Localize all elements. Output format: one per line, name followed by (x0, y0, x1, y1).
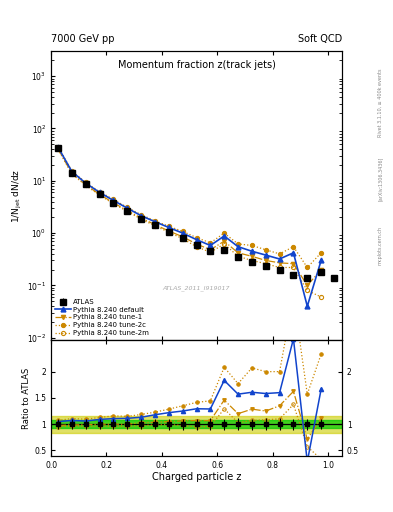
Pythia 8.240 tune-2m (277, 264, 282, 270)
Pythia 8.240 tune-2c (263, 247, 268, 253)
Pythia 8.240 tune-2m (56, 146, 61, 153)
Pythia 8.240 default (97, 189, 102, 196)
Pythia 8.240 tune-2c (97, 188, 102, 195)
Pythia 8.240 default (194, 237, 199, 243)
Text: Soft QCD: Soft QCD (298, 33, 342, 44)
Pythia 8.240 default (70, 168, 74, 175)
Pythia 8.240 tune-2m (291, 264, 296, 270)
Text: Momentum fraction z(track jets): Momentum fraction z(track jets) (118, 60, 275, 70)
Pythia 8.240 default (56, 144, 61, 150)
Pythia 8.240 default (222, 233, 226, 239)
Pythia 8.240 tune-1 (222, 238, 226, 244)
Pythia 8.240 tune-2c (70, 168, 74, 174)
Bar (51, 420, 342, 429)
Pythia 8.240 tune-2c (152, 218, 157, 224)
Pythia 8.240 tune-2m (111, 201, 116, 207)
Pythia 8.240 tune-1 (111, 200, 116, 206)
Pythia 8.240 tune-2m (152, 223, 157, 229)
Pythia 8.240 tune-2c (194, 234, 199, 241)
Pythia 8.240 default (250, 248, 254, 254)
Pythia 8.240 default (167, 224, 171, 230)
Pythia 8.240 tune-1 (319, 267, 323, 273)
Pythia 8.240 default (263, 252, 268, 258)
Pythia 8.240 tune-1 (152, 222, 157, 228)
Text: Rivet 3.1.10, ≥ 400k events: Rivet 3.1.10, ≥ 400k events (378, 68, 383, 137)
Pythia 8.240 default (83, 180, 88, 186)
Pythia 8.240 tune-2c (277, 251, 282, 257)
Pythia 8.240 default (125, 205, 130, 211)
Pythia 8.240 tune-1 (291, 261, 296, 267)
Pythia 8.240 default (208, 242, 213, 248)
Pythia 8.240 tune-2c (208, 240, 213, 246)
Y-axis label: 1/N$_\mathrm{jet}$ dN/dz: 1/N$_\mathrm{jet}$ dN/dz (11, 168, 24, 223)
Pythia 8.240 tune-2m (167, 229, 171, 236)
Pythia 8.240 tune-2m (70, 171, 74, 177)
Pythia 8.240 tune-1 (305, 282, 310, 288)
Y-axis label: Ratio to ATLAS: Ratio to ATLAS (22, 367, 31, 429)
Pythia 8.240 tune-2m (194, 244, 199, 250)
Pythia 8.240 tune-2c (305, 264, 310, 270)
Pythia 8.240 tune-2c (291, 244, 296, 250)
Pythia 8.240 tune-2m (305, 287, 310, 293)
Pythia 8.240 tune-1 (180, 233, 185, 240)
Pythia 8.240 tune-1 (263, 258, 268, 264)
Text: ATLAS_2011_I919017: ATLAS_2011_I919017 (163, 285, 230, 291)
Pythia 8.240 tune-1 (56, 145, 61, 152)
Pythia 8.240 tune-2c (236, 241, 241, 247)
Line: Pythia 8.240 tune-1: Pythia 8.240 tune-1 (56, 146, 323, 288)
Line: Pythia 8.240 default: Pythia 8.240 default (55, 145, 323, 309)
Pythia 8.240 default (291, 250, 296, 256)
Pythia 8.240 default (277, 256, 282, 262)
Pythia 8.240 tune-2m (97, 192, 102, 198)
Pythia 8.240 default (305, 303, 310, 309)
Pythia 8.240 tune-1 (70, 170, 74, 177)
Pythia 8.240 tune-1 (83, 182, 88, 188)
Pythia 8.240 tune-2m (208, 249, 213, 255)
Pythia 8.240 tune-2m (263, 261, 268, 267)
Pythia 8.240 tune-2m (83, 182, 88, 188)
Line: Pythia 8.240 tune-2m: Pythia 8.240 tune-2m (56, 147, 323, 299)
Pythia 8.240 tune-1 (139, 215, 143, 221)
Pythia 8.240 tune-1 (97, 191, 102, 198)
Pythia 8.240 tune-2c (83, 179, 88, 185)
Pythia 8.240 tune-1 (125, 207, 130, 214)
Pythia 8.240 tune-2c (250, 242, 254, 248)
Pythia 8.240 tune-2m (319, 294, 323, 300)
Pythia 8.240 tune-1 (277, 260, 282, 266)
Pythia 8.240 default (236, 244, 241, 250)
Pythia 8.240 default (152, 219, 157, 225)
Pythia 8.240 tune-2m (180, 236, 185, 242)
Pythia 8.240 tune-2c (222, 230, 226, 236)
Pythia 8.240 default (319, 258, 323, 264)
Pythia 8.240 tune-2m (139, 216, 143, 222)
Pythia 8.240 tune-2c (139, 211, 143, 218)
Line: Pythia 8.240 tune-2c: Pythia 8.240 tune-2c (56, 144, 323, 270)
Pythia 8.240 tune-2m (236, 253, 241, 260)
Pythia 8.240 tune-1 (250, 253, 254, 260)
Pythia 8.240 default (180, 230, 185, 236)
Legend: ATLAS, Pythia 8.240 default, Pythia 8.240 tune-1, Pythia 8.240 tune-2c, Pythia 8: ATLAS, Pythia 8.240 default, Pythia 8.24… (53, 297, 151, 338)
Pythia 8.240 tune-2c (125, 204, 130, 210)
Pythia 8.240 tune-2c (167, 223, 171, 229)
Pythia 8.240 tune-1 (236, 250, 241, 256)
Pythia 8.240 tune-2c (56, 143, 61, 150)
Text: 7000 GeV pp: 7000 GeV pp (51, 33, 115, 44)
Pythia 8.240 tune-2c (180, 228, 185, 234)
Pythia 8.240 tune-2c (111, 197, 116, 203)
Text: mcplots.cern.ch: mcplots.cern.ch (378, 226, 383, 265)
X-axis label: Charged particle z: Charged particle z (152, 472, 241, 482)
Text: [arXiv:1306.3436]: [arXiv:1306.3436] (378, 157, 383, 201)
Pythia 8.240 tune-2c (319, 250, 323, 256)
Pythia 8.240 default (139, 212, 143, 219)
Pythia 8.240 tune-2m (125, 208, 130, 215)
Bar (51, 416, 342, 433)
Pythia 8.240 tune-2m (222, 241, 226, 247)
Pythia 8.240 default (111, 198, 116, 204)
Pythia 8.240 tune-1 (194, 241, 199, 247)
Pythia 8.240 tune-2m (250, 258, 254, 264)
Pythia 8.240 tune-1 (208, 247, 213, 253)
Pythia 8.240 tune-1 (167, 228, 171, 234)
